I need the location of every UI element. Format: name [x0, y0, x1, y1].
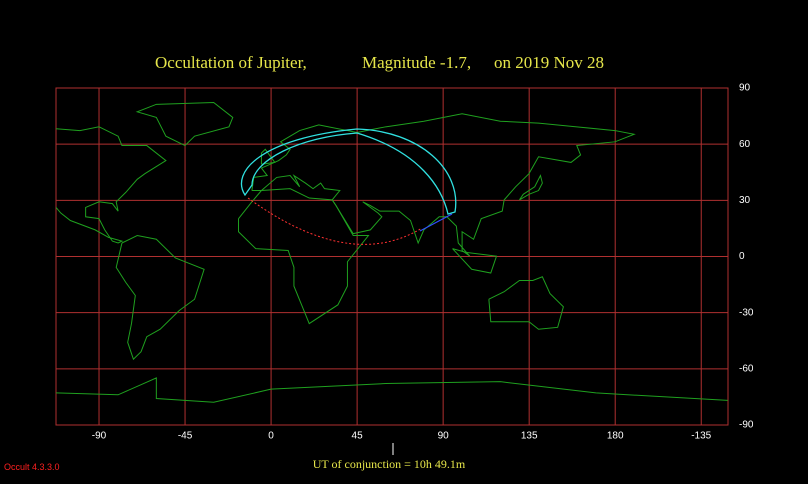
lat-tick-label: -90 [739, 420, 754, 431]
lon-tick-label: 135 [521, 431, 538, 442]
occultation-limit [240, 128, 457, 215]
lon-tick-label: 45 [352, 431, 364, 442]
lat-tick-label: 30 [739, 195, 751, 206]
magnitude: Magnitude -1.7, [362, 53, 471, 72]
lon-tick-label: 180 [607, 431, 624, 442]
coast [261, 149, 274, 164]
coast [519, 176, 542, 200]
lat-tick-label: 90 [739, 83, 751, 94]
daylight-path [419, 213, 453, 232]
lat-tick-label: 60 [739, 139, 751, 150]
coast [239, 189, 369, 324]
map-frame [55, 87, 729, 426]
lon-tick-label: -135 [691, 431, 711, 442]
lon-tick-label: 90 [438, 431, 450, 442]
title: Occultation of Jupiter, [155, 53, 307, 72]
central-line [247, 197, 423, 245]
lon-tick-label: -45 [178, 431, 193, 442]
lon-tick-label: -90 [92, 431, 107, 442]
coast [252, 114, 634, 256]
coast [137, 102, 233, 145]
conjunction-time: UT of conjunction = 10h 49.1m [313, 457, 466, 471]
coast [0, 127, 166, 243]
date: on 2019 Nov 28 [494, 53, 604, 72]
lat-tick-label: 0 [739, 251, 745, 262]
coast [453, 249, 497, 273]
coast [56, 378, 728, 402]
version: Occult 4.3.3.0 [4, 462, 60, 472]
lat-tick-label: -60 [739, 363, 754, 374]
coast [116, 236, 204, 360]
coastlines [0, 102, 728, 402]
lat-tick-label: -30 [739, 307, 754, 318]
coast [489, 277, 564, 329]
grid [55, 87, 729, 426]
lon-tick-label: 0 [268, 431, 274, 442]
